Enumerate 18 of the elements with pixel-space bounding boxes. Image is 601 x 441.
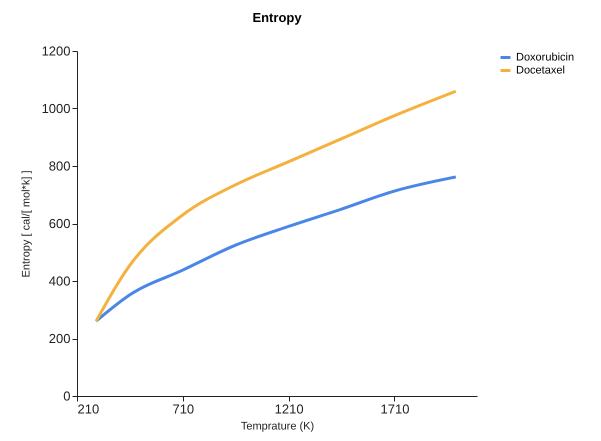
- legend-label: Doxorubicin: [516, 52, 574, 64]
- x-tick-label: 1710: [380, 402, 410, 416]
- y-tick-label: 800: [48, 158, 70, 174]
- y-tick-label: 600: [48, 216, 70, 231]
- y-tick-label: 0: [63, 388, 70, 404]
- y-axis-title: Entropy [ cal/[ mol*k] ]: [20, 170, 33, 278]
- line-series: [94, 175, 458, 323]
- x-tick-label: 1210: [274, 402, 304, 416]
- x-tick-label: 710: [172, 402, 194, 416]
- legend-label: Docetaxel: [516, 64, 565, 76]
- y-tick-label: 1200: [42, 44, 70, 58]
- y-tick-label: 1000: [42, 101, 70, 116]
- line-series: [94, 90, 458, 323]
- chart-title: Entropy: [252, 10, 302, 25]
- y-tick-label: 200: [48, 331, 70, 346]
- y-tick-label: 400: [48, 274, 70, 288]
- x-axis-title: Temprature (K): [240, 420, 314, 432]
- x-tick-label: 210: [78, 402, 100, 416]
